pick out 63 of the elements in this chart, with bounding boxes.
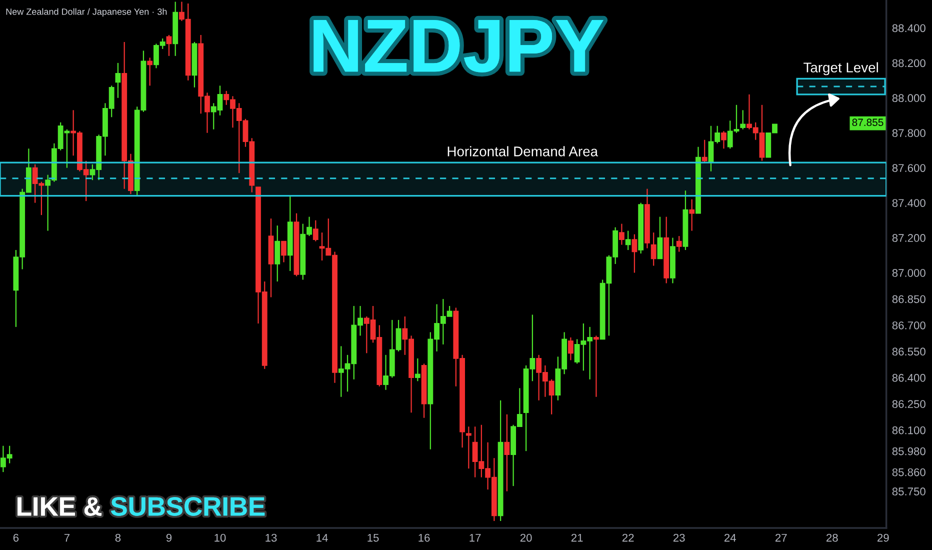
- candlestick: [689, 198, 695, 232]
- y-tick-label: 88.000: [892, 94, 926, 102]
- y-tick-label: 86.400: [892, 374, 926, 382]
- y-tick-label: 87.800: [892, 129, 926, 138]
- candlestick: [650, 232, 656, 266]
- x-tick-label: 6: [13, 534, 19, 542]
- candlestick: [504, 414, 510, 492]
- x-tick-label: 24: [724, 534, 736, 542]
- y-tick-label: 86.850: [892, 295, 926, 304]
- candlestick: [721, 130, 726, 150]
- candlestick: [676, 235, 682, 252]
- x-tick-label: 13: [266, 534, 277, 542]
- candlestick: [740, 110, 746, 130]
- candlestick: [593, 335, 599, 398]
- candlestick: [625, 230, 631, 251]
- y-tick-label: 87.000: [892, 269, 926, 277]
- y-tick-label: 85.980: [892, 447, 926, 456]
- candlestick: [312, 220, 318, 242]
- candlestick: [657, 216, 663, 260]
- x-tick-label: 22: [622, 534, 634, 542]
- y-tick-label: 88.200: [892, 59, 926, 68]
- candlestick: [414, 358, 420, 382]
- candlestick: [166, 34, 172, 56]
- annotation: LIKE &: [18, 497, 102, 516]
- x-tick-label: 16: [418, 534, 430, 542]
- x-tick-label: 14: [316, 534, 328, 542]
- candlestick: [632, 234, 638, 274]
- x-tick-label: 28: [826, 534, 838, 542]
- y-tick-label: 86.100: [892, 426, 926, 434]
- y-tick-label: 87.200: [892, 234, 926, 242]
- x-tick-label: 27: [776, 534, 787, 542]
- chart-title: NZDJPY: [314, 20, 604, 72]
- candlestick: [115, 62, 121, 98]
- candlestick: [568, 336, 574, 361]
- candlestick: [702, 139, 708, 164]
- y-tick-label: 87.400: [892, 199, 926, 207]
- x-tick-label: 8: [115, 534, 121, 542]
- x-tick-label: 7: [64, 534, 70, 542]
- x-tick-label: 15: [368, 534, 379, 542]
- x-tick-label: 23: [673, 534, 685, 542]
- y-tick-label: 86.700: [892, 321, 926, 330]
- band-label: Horizontal Demand Area: [448, 146, 598, 156]
- x-tick-label: 20: [520, 534, 532, 542]
- annotation: 87.855: [852, 118, 884, 126]
- y-tick-label: 86.250: [892, 400, 926, 408]
- x-tick-label: 17: [470, 534, 481, 542]
- candlestick: [466, 426, 472, 470]
- candlestick: [274, 224, 280, 282]
- candlestick: [618, 223, 624, 246]
- y-tick-label: 87.600: [892, 164, 926, 172]
- y-tick-label: 85.860: [892, 468, 926, 476]
- band-label: Target Level: [804, 62, 878, 76]
- x-tick-label: 29: [878, 534, 889, 542]
- annotation: SUBSCRIBE: [110, 497, 265, 516]
- x-tick-label: 9: [166, 534, 172, 542]
- x-tick-label: 21: [571, 534, 583, 542]
- y-tick-label: 85.750: [892, 488, 926, 496]
- x-tick-label: 10: [214, 534, 226, 542]
- text: New Zealand Dollar / Japanese Yen · 3h: [6, 8, 167, 17]
- y-tick-label: 86.550: [892, 348, 926, 356]
- y-tick-label: 88.400: [892, 24, 926, 32]
- candlestick: [281, 240, 286, 263]
- candlestick: [147, 57, 153, 86]
